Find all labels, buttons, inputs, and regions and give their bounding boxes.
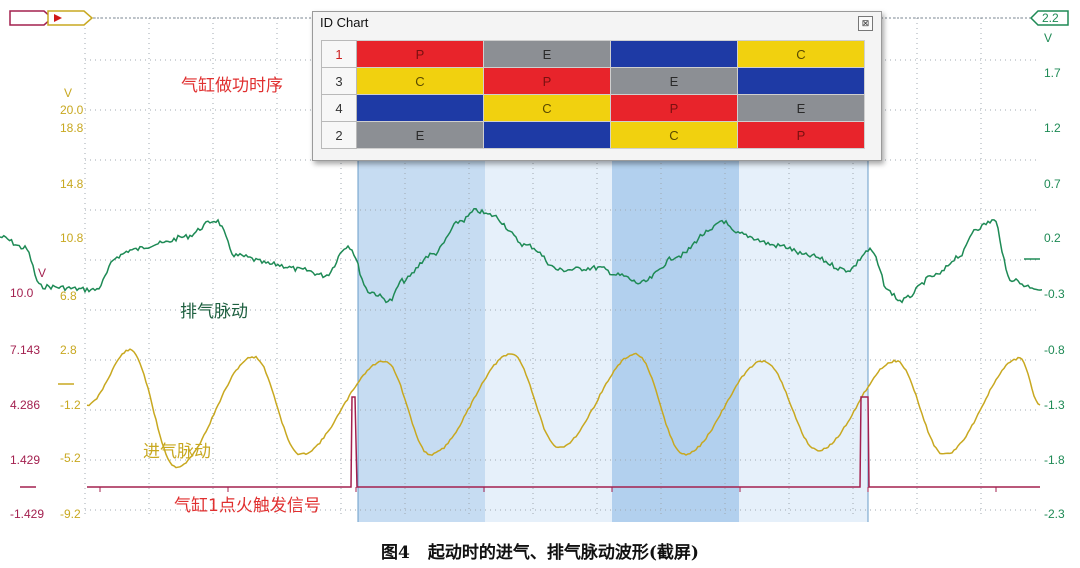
stroke-cell: I [737,67,865,95]
stroke-cell: P [610,94,738,122]
stroke-cell: P [356,40,484,68]
axis-tick-right: 0.7 [1044,177,1061,191]
stroke-cell: I [610,40,738,68]
stroke-cell: E [483,40,611,68]
annotation-firing-order: 气缸做功时序 [181,75,283,96]
channel-b-marker [47,10,94,26]
annotation-exhaust: 排气脉动 [180,302,248,322]
figure-number: 图4 [381,543,410,563]
annotation-ignition: 气缸1点火触发信号 [174,495,321,516]
axis-tick-left-intake: 14.8 [60,177,84,191]
axis-tick-left-intake: 6.8 [60,289,77,303]
axis-tick-left-ignition: 7.143 [10,343,40,357]
right-scale-marker [1029,10,1069,26]
stroke-cell: E [610,67,738,95]
axis-tick-right: -2.3 [1044,507,1065,521]
channel-a-marker [9,10,54,26]
axis-tick-left-intake: -1.2 [60,398,81,412]
stroke-cell: P [483,67,611,95]
axis-tick-left-ignition: -1.429 [10,507,44,521]
axis-tick-left-intake: 2.8 [60,343,77,357]
stroke-cell: C [737,40,865,68]
close-icon[interactable]: ⊠ [858,16,873,31]
axis-tick-right: -1.3 [1044,398,1065,412]
axis-tick-left-ignition: 4.286 [10,398,40,412]
cylinder-number: 4 [321,94,357,122]
figure-caption-text: 起动时的进气、排气脉动波形(截屏) [427,543,699,563]
axis-tick-right: -0.8 [1044,343,1065,357]
stroke-cell: C [610,121,738,149]
stroke-cell: C [356,67,484,95]
axis-tick-left-intake: -5.2 [60,451,81,465]
axis-tick-left-intake: 20.0 [60,103,84,117]
axis-tick-right: -0.3 [1044,287,1065,301]
figure-caption: 图4 起动时的进气、排气脉动波形(截屏) [0,538,1080,563]
intake-pulse-line [86,348,1041,469]
stroke-cell: E [356,121,484,149]
axis-tick-left-intake: 10.8 [60,231,84,245]
trigger-arrow-icon [54,14,62,22]
cylinder-number: 3 [321,67,357,95]
id-chart-titlebar[interactable]: ID Chart ⊠ [313,12,881,34]
axis-tick-left-intake: -9.2 [60,507,81,521]
exhaust-pulse-line [0,207,1043,304]
stroke-cell: P [737,121,865,149]
ignition-trigger-line [87,396,1040,488]
axis-tick-right: -1.8 [1044,453,1065,467]
stroke-cell: E [737,94,865,122]
axis-tick-right: 0.2 [1044,231,1061,245]
axis-unit-left-ignition: V [38,266,46,280]
axis-unit-left-intake: V [64,86,72,100]
id-chart-title: ID Chart [320,15,369,30]
axis-tick-right: 1.2 [1044,121,1061,135]
axis-tick-left-intake: 18.8 [60,121,84,135]
axis-tick-right: 1.7 [1044,66,1061,80]
axis-tick-left-ignition: 10.0 [10,286,34,300]
axis-tick-left-ignition: 1.429 [10,453,40,467]
annotation-intake: 进气脉动 [143,442,211,462]
cylinder-number: 1 [321,40,357,68]
cylinder-number: 2 [321,121,357,149]
stroke-cell: C [483,94,611,122]
stroke-cell: I [483,121,611,149]
axis-unit-right: V [1044,31,1052,45]
axis-tick-right: 2.2 [1042,11,1059,25]
stroke-cell: I [356,94,484,122]
